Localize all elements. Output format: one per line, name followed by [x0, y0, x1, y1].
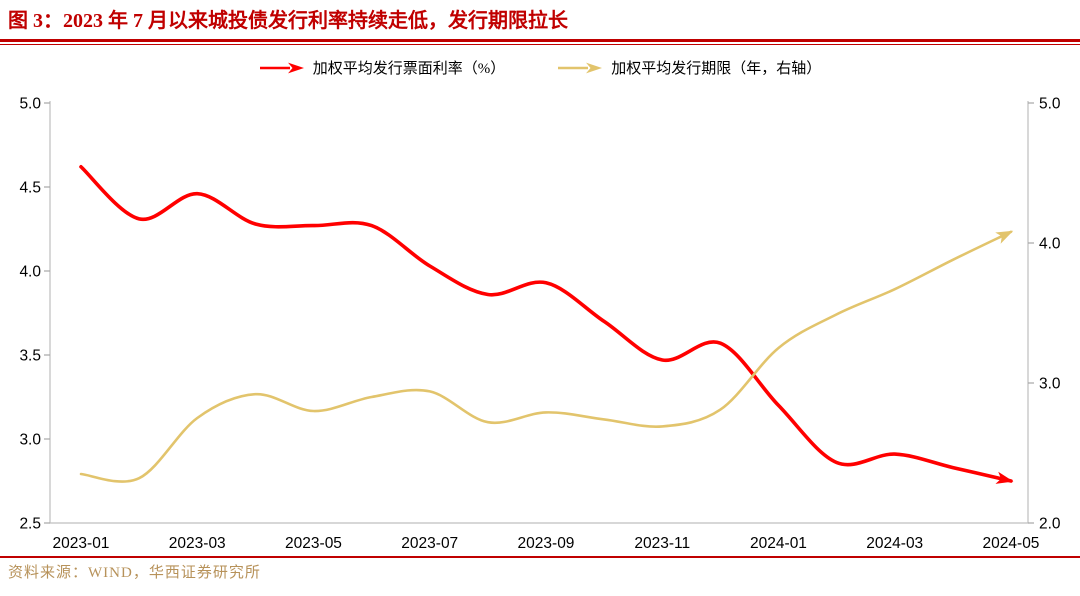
x-axis-tick-label: 2023-11	[634, 535, 690, 552]
legend-label-term: 加权平均发行期限（年，右轴）	[611, 61, 822, 77]
y-axis-tick-label: 3.0	[1039, 376, 1061, 393]
x-axis-tick-label: 2023-07	[401, 535, 458, 552]
x-axis-tick-label: 2023-05	[285, 535, 342, 552]
figure-title: 图 3：2023 年 7 月以来城投债发行利率持续走低，发行期限拉长	[8, 10, 568, 32]
legend-arrow-icon-rate	[259, 62, 304, 73]
y-axis-tick-label: 3.5	[19, 348, 41, 365]
y-axis-right: 2.0 3.0 4.0 5.0	[1028, 96, 1061, 533]
y-axis-tick-label: 2.0	[1039, 516, 1061, 533]
y-axis-tick-label: 4.5	[19, 180, 41, 197]
x-axis-tick-label: 2023-01	[53, 535, 110, 552]
series-line-term	[79, 230, 1014, 483]
x-axis-labels: 2023-01 2023-03 2023-05 2023-07 2023-09 2023-…	[53, 535, 1040, 552]
y-axis-tick-label: 4.0	[1039, 236, 1061, 253]
legend-arrow-icon-term	[558, 62, 603, 73]
y-axis-tick-label: 3.0	[19, 432, 41, 449]
legend-item-term: 加权平均发行期限（年，右轴）	[557, 57, 821, 78]
source-note: 资料来源：WIND，华西证券研究所	[8, 565, 261, 581]
title-divider-thin	[0, 44, 1080, 45]
axis-frame	[49, 101, 1029, 524]
y-axis-tick-label: 2.5	[19, 516, 41, 533]
series-line-rate	[79, 165, 1014, 484]
y-axis-tick-label: 5.0	[19, 96, 41, 113]
figure-footer: 资料来源：WIND，华西证券研究所	[0, 556, 1080, 582]
x-axis-tick-label: 2023-03	[169, 535, 226, 552]
x-axis-tick-label: 2023-09	[518, 535, 575, 552]
x-axis-tick-label: 2024-05	[983, 535, 1040, 552]
title-divider-thick	[0, 39, 1080, 42]
y-axis-left: 2.5 3.0 3.5 4.0 4.5 5.0	[19, 96, 50, 533]
legend-label-rate: 加权平均发行票面利率（%）	[312, 61, 506, 77]
footer-divider	[0, 556, 1080, 558]
y-axis-tick-label: 5.0	[1039, 96, 1061, 113]
legend-item-rate: 加权平均发行票面利率（%）	[259, 57, 506, 78]
y-axis-tick-label: 4.0	[19, 264, 41, 281]
chart-legend: 加权平均发行票面利率（%） 加权平均发行期限（年，右轴）	[0, 57, 1080, 78]
x-axis-tick-label: 2024-01	[750, 535, 807, 552]
x-axis-tick-label: 2024-03	[866, 535, 923, 552]
